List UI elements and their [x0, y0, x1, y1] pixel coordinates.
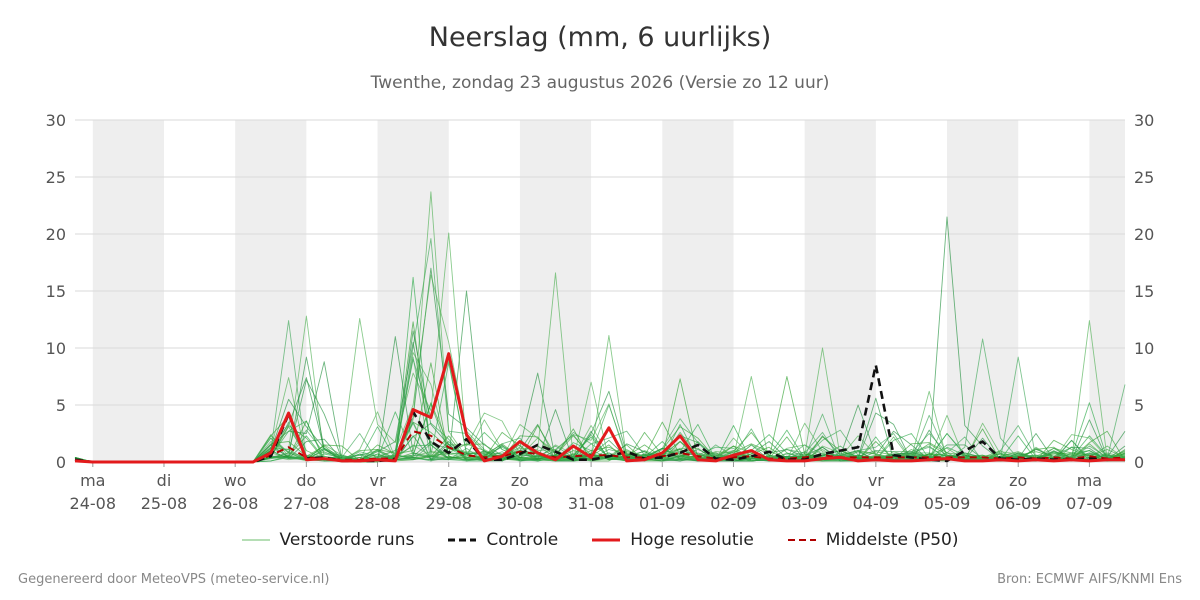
- legend-label-control: Controle: [486, 530, 559, 550]
- y-tick-label-right: 25: [1134, 168, 1154, 187]
- x-tick-day: ma: [578, 471, 603, 490]
- x-tick-date: 24-08: [70, 494, 117, 513]
- x-tick-day: za: [938, 471, 956, 490]
- x-tick-date: 31-08: [568, 494, 615, 513]
- x-axis: ma 24-08 di 25-08 wo 26-08 do 27-08 vr 28-08 za 29-…: [70, 462, 1113, 513]
- x-tick-day: vr: [370, 471, 386, 490]
- x-tick-date: 25-08: [141, 494, 188, 513]
- x-tick-date: 05-09: [924, 494, 971, 513]
- x-tick-date: 26-08: [212, 494, 259, 513]
- legend-item-high-res[interactable]: Hoge resolutie: [592, 530, 754, 550]
- x-tick-day: di: [655, 471, 670, 490]
- chart-subtitle: Twenthe, zondag 23 augustus 2026 (Versie…: [370, 73, 830, 93]
- x-tick-date: 01-09: [639, 494, 686, 513]
- y-tick-label: 25: [46, 168, 66, 187]
- y-tick-label: 20: [46, 225, 66, 244]
- y-tick-label-right: 0: [1134, 453, 1144, 472]
- x-tick-day: vr: [868, 471, 884, 490]
- legend-swatch-ensemble: [241, 539, 270, 541]
- x-tick-date: 27-08: [283, 494, 330, 513]
- y-axis-right: 0 5 10 15 20 25 30: [1134, 111, 1154, 472]
- x-tick-day: ma: [80, 471, 105, 490]
- legend-item-ensemble[interactable]: Verstoorde runs: [241, 530, 415, 550]
- legend: Verstoorde runs Controle Hoge resolutie …: [0, 530, 1200, 550]
- x-tick-day: ma: [1077, 471, 1102, 490]
- x-tick-date: 06-09: [995, 494, 1042, 513]
- x-tick-day: di: [157, 471, 172, 490]
- x-tick-date: 07-09: [1066, 494, 1113, 513]
- y-tick-label-right: 20: [1134, 225, 1154, 244]
- legend-label-ensemble: Verstoorde runs: [279, 530, 415, 550]
- legend-label-median: Middelste (P50): [825, 530, 959, 550]
- x-tick-day: do: [795, 471, 815, 490]
- y-tick-label-right: 15: [1134, 282, 1154, 301]
- high-res-line: [74, 352, 1125, 464]
- main-lines: [74, 352, 1126, 464]
- x-tick-day: do: [296, 471, 316, 490]
- legend-item-median[interactable]: Middelste (P50): [787, 530, 959, 550]
- y-tick-label-right: 10: [1134, 339, 1154, 358]
- y-tick-label: 15: [46, 282, 66, 301]
- x-tick-date: 02-09: [710, 494, 757, 513]
- legend-swatch-control: [448, 538, 477, 542]
- y-tick-label: 5: [56, 396, 66, 415]
- chart-title: Neerslag (mm, 6 uurlijks): [428, 22, 772, 53]
- x-tick-day: za: [440, 471, 458, 490]
- x-tick-day: zo: [1009, 471, 1027, 490]
- y-tick-label: 10: [46, 339, 66, 358]
- y-axis-left: 0 5 10 15 20 25 30: [46, 111, 66, 472]
- x-tick-date: 04-09: [853, 494, 900, 513]
- footer-source: Bron: ECMWF AIFS/KNMI Ens: [997, 572, 1182, 587]
- x-tick-date: 30-08: [497, 494, 544, 513]
- x-tick-date: 28-08: [354, 494, 401, 513]
- y-tick-label: 0: [56, 453, 66, 472]
- x-tick-day: wo: [224, 471, 247, 490]
- legend-label-high-res: Hoge resolutie: [630, 530, 754, 550]
- x-tick-day: zo: [511, 471, 529, 490]
- x-tick-day: wo: [722, 471, 745, 490]
- x-tick-date: 03-09: [781, 494, 828, 513]
- legend-swatch-median: [787, 539, 816, 541]
- y-tick-label-right: 30: [1134, 111, 1154, 130]
- median-line: [74, 430, 1126, 463]
- legend-swatch-high-res: [592, 538, 621, 542]
- legend-item-control[interactable]: Controle: [448, 530, 558, 550]
- x-tick-date: 29-08: [425, 494, 472, 513]
- y-tick-label: 30: [46, 111, 66, 130]
- y-tick-label-right: 5: [1134, 396, 1144, 415]
- footer-credit: Gegenereerd door MeteoVPS (meteo-service…: [18, 572, 330, 587]
